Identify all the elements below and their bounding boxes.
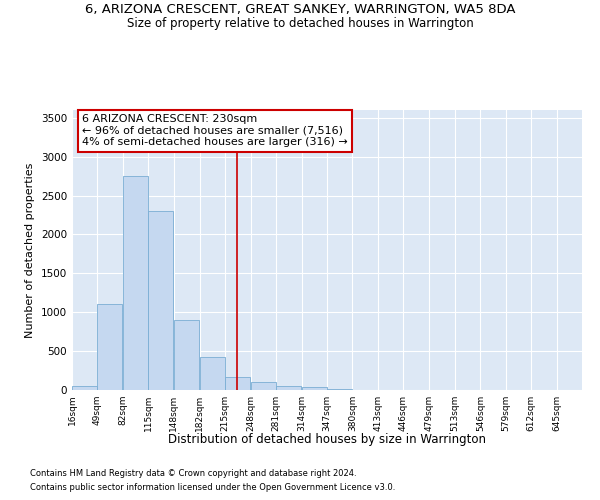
Bar xyxy=(72,386,97,390)
Text: Size of property relative to detached houses in Warrington: Size of property relative to detached ho… xyxy=(127,18,473,30)
Text: Contains public sector information licensed under the Open Government Licence v3: Contains public sector information licen… xyxy=(30,484,395,492)
Y-axis label: Number of detached properties: Number of detached properties xyxy=(25,162,35,338)
Bar xyxy=(251,382,276,390)
Bar xyxy=(200,356,225,390)
Text: Distribution of detached houses by size in Warrington: Distribution of detached houses by size … xyxy=(168,432,486,446)
Bar xyxy=(276,386,301,390)
Bar xyxy=(327,389,352,390)
Text: 6 ARIZONA CRESCENT: 230sqm
← 96% of detached houses are smaller (7,516)
4% of se: 6 ARIZONA CRESCENT: 230sqm ← 96% of deta… xyxy=(82,114,348,148)
Bar xyxy=(173,320,199,390)
Bar xyxy=(302,388,326,390)
Bar xyxy=(123,176,148,390)
Text: Contains HM Land Registry data © Crown copyright and database right 2024.: Contains HM Land Registry data © Crown c… xyxy=(30,468,356,477)
Text: 6, ARIZONA CRESCENT, GREAT SANKEY, WARRINGTON, WA5 8DA: 6, ARIZONA CRESCENT, GREAT SANKEY, WARRI… xyxy=(85,2,515,16)
Bar xyxy=(148,211,173,390)
Bar xyxy=(97,304,122,390)
Bar xyxy=(226,377,250,390)
